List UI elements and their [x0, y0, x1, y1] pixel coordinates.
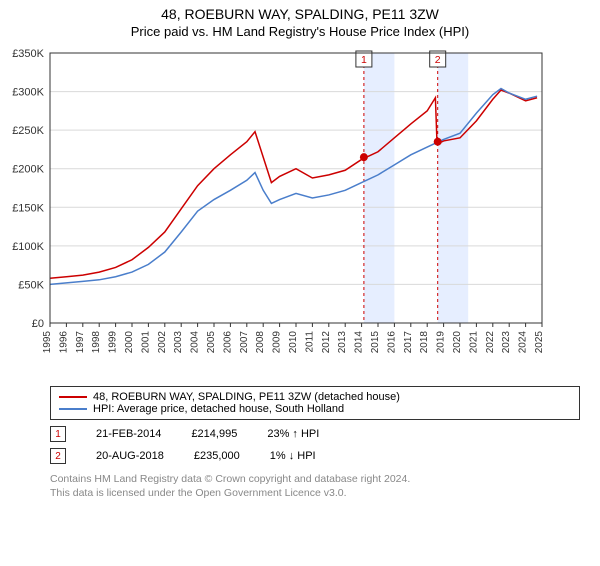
- svg-text:£150K: £150K: [12, 202, 44, 214]
- page-title: 48, ROEBURN WAY, SPALDING, PE11 3ZW: [0, 6, 600, 22]
- svg-text:2023: 2023: [501, 331, 512, 354]
- svg-text:£200K: £200K: [12, 164, 44, 176]
- transaction-price: £235,000: [194, 450, 240, 462]
- svg-text:1997: 1997: [75, 331, 86, 354]
- legend-label: 48, ROEBURN WAY, SPALDING, PE11 3ZW (det…: [93, 391, 400, 403]
- attribution-line: Contains HM Land Registry data © Crown c…: [50, 472, 580, 486]
- svg-text:2002: 2002: [157, 331, 168, 354]
- svg-text:2019: 2019: [436, 331, 447, 354]
- legend-swatch-subject: [59, 396, 87, 398]
- svg-text:1: 1: [361, 54, 367, 66]
- svg-text:2006: 2006: [222, 331, 233, 354]
- svg-text:2022: 2022: [485, 331, 496, 354]
- attribution-line: This data is licensed under the Open Gov…: [50, 486, 580, 500]
- svg-text:2001: 2001: [140, 331, 151, 354]
- svg-text:2021: 2021: [468, 331, 479, 354]
- svg-text:1996: 1996: [58, 331, 69, 354]
- svg-text:2015: 2015: [370, 331, 381, 354]
- svg-text:2011: 2011: [304, 331, 315, 353]
- svg-text:2025: 2025: [534, 331, 545, 354]
- svg-text:2005: 2005: [206, 331, 217, 354]
- legend-row: HPI: Average price, detached house, Sout…: [59, 403, 571, 415]
- svg-text:2014: 2014: [354, 331, 365, 354]
- svg-text:£300K: £300K: [12, 87, 44, 99]
- svg-text:2000: 2000: [124, 331, 135, 354]
- svg-text:2018: 2018: [419, 331, 430, 354]
- svg-text:2016: 2016: [386, 331, 397, 354]
- svg-text:1995: 1995: [42, 331, 53, 354]
- transaction-marker-2: 2: [50, 448, 66, 464]
- svg-text:£50K: £50K: [18, 279, 44, 291]
- legend-swatch-hpi: [59, 408, 87, 410]
- transaction-price: £214,995: [191, 428, 237, 440]
- svg-text:2008: 2008: [255, 331, 266, 354]
- svg-text:2: 2: [435, 54, 441, 66]
- svg-text:1998: 1998: [91, 331, 102, 354]
- svg-text:2003: 2003: [173, 331, 184, 354]
- svg-text:£250K: £250K: [12, 125, 44, 137]
- chart-legend: 48, ROEBURN WAY, SPALDING, PE11 3ZW (det…: [50, 386, 580, 420]
- svg-text:1999: 1999: [108, 331, 119, 354]
- svg-text:2020: 2020: [452, 331, 463, 354]
- svg-text:£0: £0: [32, 318, 44, 330]
- legend-label: HPI: Average price, detached house, Sout…: [93, 403, 344, 415]
- transaction-date: 20-AUG-2018: [96, 450, 164, 462]
- svg-text:2024: 2024: [518, 331, 529, 354]
- svg-text:2013: 2013: [337, 331, 348, 354]
- transaction-delta: 23% ↑ HPI: [267, 428, 319, 440]
- transaction-delta: 1% ↓ HPI: [270, 450, 316, 462]
- attribution: Contains HM Land Registry data © Crown c…: [50, 472, 580, 500]
- transaction-marker-1: 1: [50, 426, 66, 442]
- svg-text:2017: 2017: [403, 331, 414, 354]
- legend-row: 48, ROEBURN WAY, SPALDING, PE11 3ZW (det…: [59, 391, 571, 403]
- svg-text:2004: 2004: [190, 331, 201, 354]
- page-subtitle: Price paid vs. HM Land Registry's House …: [0, 24, 600, 39]
- svg-text:£350K: £350K: [12, 48, 44, 60]
- svg-text:2009: 2009: [272, 331, 283, 354]
- svg-text:2010: 2010: [288, 331, 299, 354]
- transaction-row: 2 20-AUG-2018 £235,000 1% ↓ HPI: [50, 448, 580, 464]
- transaction-row: 1 21-FEB-2014 £214,995 23% ↑ HPI: [50, 426, 580, 442]
- svg-text:2012: 2012: [321, 331, 332, 354]
- price-chart: £0 £50K £100K £150K £200K £250K £300K £350K 1995…: [0, 45, 600, 380]
- svg-text:2007: 2007: [239, 331, 250, 354]
- svg-text:£100K: £100K: [12, 241, 44, 253]
- transaction-date: 21-FEB-2014: [96, 428, 161, 440]
